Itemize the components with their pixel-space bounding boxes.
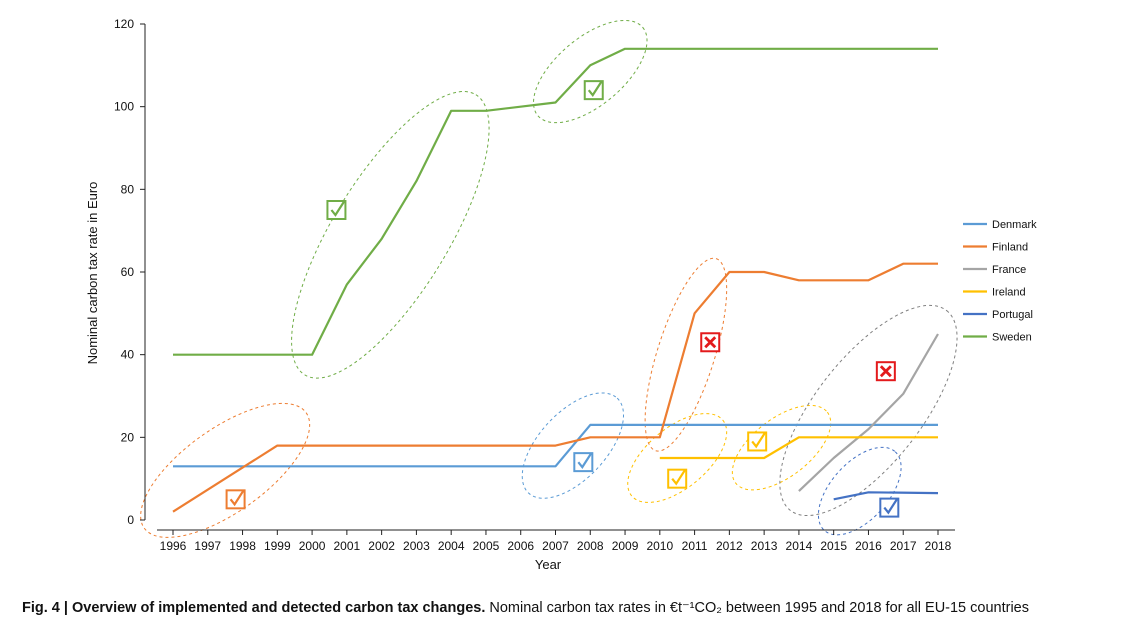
legend-label: France <box>992 264 1026 276</box>
cross-icon <box>700 332 721 353</box>
x-tick-label: 2007 <box>542 539 569 553</box>
series-line-sweden <box>173 47 938 356</box>
x-tick-label: 2015 <box>820 539 847 553</box>
x-tick-label: 2004 <box>438 539 465 553</box>
x-tick-label: 2014 <box>786 539 813 553</box>
series-line-ireland <box>659 436 938 460</box>
x-tick-label: 2002 <box>368 539 395 553</box>
annotations-layer <box>140 19 958 538</box>
series-layer <box>172 47 939 513</box>
x-tick-label: 2013 <box>751 539 778 553</box>
x-tick-label: 2000 <box>299 539 326 553</box>
legend-item-portugal: Portugal <box>963 309 1033 321</box>
x-tick-label: 2005 <box>473 539 500 553</box>
y-tick-label: 60 <box>121 265 135 279</box>
x-tick-label: 2016 <box>855 539 882 553</box>
annotation-ellipse <box>644 257 728 452</box>
x-tick-label: 2003 <box>403 539 430 553</box>
caption-bold: Fig. 4 | Overview of implemented and det… <box>22 600 486 616</box>
y-axis-title: Nominal carbon tax rate in Euro <box>85 182 100 365</box>
y-tick-label: 100 <box>114 100 134 114</box>
legend-item-sweden: Sweden <box>963 332 1032 344</box>
carbon-tax-line-chart: 0 20 40 60 80 100 120 1996 1997 1998 1999 2000 2001 2… <box>85 17 1037 572</box>
x-tick-label: 2006 <box>507 539 534 553</box>
check-mark <box>330 200 346 217</box>
legend-item-ireland: Ireland <box>963 287 1026 299</box>
x-tick-label: 2012 <box>716 539 743 553</box>
y-tick-label: 20 <box>121 430 135 444</box>
annotation-ellipse <box>533 19 648 124</box>
axes-layer: 0 20 40 60 80 100 120 1996 1997 1998 1999 2000 2001 2… <box>114 17 955 553</box>
check-icon <box>879 497 900 518</box>
legend: Denmark Finland France Ireland Portugal Swede… <box>963 219 1037 344</box>
check-icon <box>667 468 688 489</box>
cross-mark <box>704 336 717 349</box>
legend-label: Portugal <box>992 309 1033 321</box>
x-tick-label: 2009 <box>612 539 639 553</box>
check-icon <box>326 200 347 220</box>
series-line-denmark <box>173 423 938 468</box>
x-tick-label: 2010 <box>646 539 673 553</box>
legend-item-denmark: Denmark <box>963 219 1037 231</box>
x-axis-title: Year <box>535 557 562 572</box>
cross-mark <box>879 365 892 378</box>
cross-icon <box>875 361 896 382</box>
x-tick-label: 1996 <box>160 539 187 553</box>
x-tick-label: 2011 <box>682 539 708 553</box>
y-tick-label: 40 <box>121 348 135 362</box>
annotation-ellipse <box>521 392 625 499</box>
annotation-ellipse <box>140 402 311 538</box>
x-tick-label: 2018 <box>925 539 952 553</box>
check-icon <box>747 431 768 452</box>
y-tick-label: 120 <box>114 17 134 31</box>
legend-label: Finland <box>992 242 1028 254</box>
check-mark <box>229 489 245 507</box>
x-tick-label: 1997 <box>194 539 221 553</box>
x-tick-label: 1999 <box>264 539 291 553</box>
check-icon <box>583 80 604 101</box>
legend-label: Sweden <box>992 332 1032 344</box>
legend-label: Denmark <box>992 219 1037 231</box>
x-tick-label: 2008 <box>577 539 604 553</box>
annotation-ellipse <box>817 446 902 536</box>
check-mark <box>751 431 767 449</box>
y-tick-label: 80 <box>121 182 135 196</box>
series-line-france <box>798 333 939 492</box>
annotation-ellipse <box>627 413 728 503</box>
check-mark <box>671 469 687 486</box>
check-mark <box>883 498 899 515</box>
annotation-ellipse <box>779 304 958 517</box>
check-icon <box>573 452 594 473</box>
check-icon <box>225 489 246 510</box>
y-tick-label: 0 <box>127 513 134 527</box>
legend-item-france: France <box>963 264 1026 276</box>
check-mark <box>577 452 593 470</box>
x-tick-label: 1998 <box>229 539 256 553</box>
x-tick-label: 2001 <box>334 539 361 553</box>
series-line-portugal <box>833 491 939 501</box>
markers-layer <box>225 80 900 518</box>
figure-caption: Fig. 4 | Overview of implemented and det… <box>22 600 1029 616</box>
legend-label: Ireland <box>992 287 1026 299</box>
x-tick-label: 2017 <box>890 539 917 553</box>
series-line-finland <box>172 262 938 513</box>
check-mark <box>587 80 603 98</box>
legend-item-finland: Finland <box>963 242 1028 254</box>
caption-text: Nominal carbon tax rates in €t⁻¹CO₂ betw… <box>485 600 1029 616</box>
